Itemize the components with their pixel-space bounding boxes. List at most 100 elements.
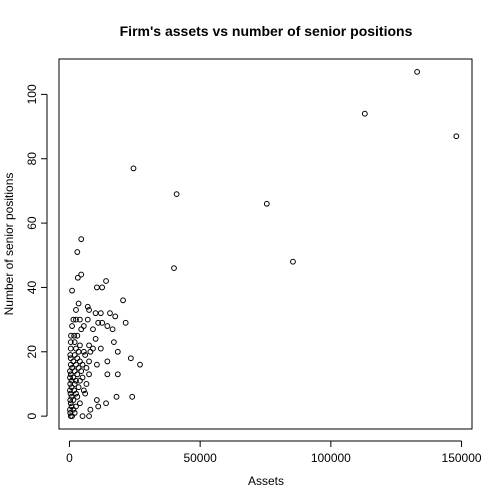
data-point <box>86 413 92 420</box>
data-point <box>80 387 87 394</box>
data-point <box>87 348 94 355</box>
data-point <box>97 345 104 352</box>
chart-title: Firm's assets vs number of senior positi… <box>120 23 413 39</box>
data-point <box>129 393 136 400</box>
data-point <box>77 400 83 407</box>
data-point <box>114 371 121 378</box>
data-point <box>109 326 116 333</box>
data-point <box>68 332 74 339</box>
data-point <box>77 377 83 384</box>
data-point <box>74 249 81 255</box>
data-point <box>453 133 460 140</box>
data-point <box>74 332 81 339</box>
data-point <box>130 165 137 172</box>
data-point <box>82 352 89 358</box>
data-point <box>75 384 82 391</box>
data-point <box>127 355 134 362</box>
data-point <box>99 319 106 326</box>
data-point <box>80 348 87 355</box>
data-point <box>92 310 99 317</box>
data-point <box>97 310 104 317</box>
data-point <box>70 358 77 365</box>
data-point <box>137 361 143 368</box>
data-point <box>86 342 92 349</box>
data-point <box>73 390 79 397</box>
data-point <box>112 313 119 320</box>
x-axis: 0 50000 100000 150000 <box>66 440 482 465</box>
data-point <box>69 287 75 294</box>
data-point <box>120 297 126 304</box>
y-tick-label: 20 <box>25 345 39 359</box>
data-point <box>99 284 106 291</box>
data-point <box>78 271 85 278</box>
data-point <box>78 368 85 374</box>
data-point <box>67 355 74 362</box>
y-axis: 0 20 40 60 80 100 <box>25 84 48 419</box>
data-point <box>84 303 91 310</box>
data-point <box>103 400 109 407</box>
data-point <box>69 323 75 329</box>
y-axis-label: Number of senior positions <box>2 173 16 316</box>
data-point <box>84 316 91 323</box>
y-tick-label: 40 <box>25 280 39 294</box>
data-point <box>70 406 77 413</box>
x-tick-label: 50000 <box>183 451 217 465</box>
data-points <box>67 68 460 420</box>
data-point <box>67 345 74 352</box>
data-point <box>104 358 111 365</box>
x-tick-label: 0 <box>66 451 73 465</box>
data-point <box>86 307 92 313</box>
data-point <box>67 371 74 378</box>
data-point <box>87 406 94 413</box>
data-point <box>107 310 113 317</box>
data-point <box>86 371 92 378</box>
data-point <box>75 300 82 307</box>
plot-frame <box>58 58 473 430</box>
data-point <box>74 371 81 378</box>
x-tick-label: 100000 <box>311 451 351 465</box>
data-point <box>83 364 90 371</box>
data-point <box>78 236 85 243</box>
data-point <box>114 348 121 355</box>
data-point <box>79 361 86 368</box>
data-point <box>104 371 111 378</box>
data-point <box>95 403 102 410</box>
data-point <box>73 345 79 352</box>
data-point <box>414 68 421 75</box>
data-point <box>78 326 85 333</box>
data-point <box>361 110 368 117</box>
data-point <box>90 345 96 352</box>
data-point <box>173 191 180 198</box>
data-point <box>90 326 96 333</box>
data-point <box>92 336 99 342</box>
data-point <box>103 278 109 284</box>
data-point <box>113 393 120 400</box>
data-point <box>71 381 78 387</box>
data-point <box>83 381 90 387</box>
data-point <box>79 374 86 381</box>
data-point <box>67 390 74 397</box>
data-point <box>67 339 74 346</box>
data-point <box>73 307 79 313</box>
data-point <box>67 397 74 403</box>
x-tick-label: 150000 <box>442 451 482 465</box>
data-point <box>71 339 78 346</box>
data-point <box>94 284 100 291</box>
data-point <box>104 323 111 329</box>
y-tick-label: 100 <box>25 84 39 104</box>
data-point <box>263 200 270 207</box>
data-point <box>67 374 73 381</box>
data-point <box>67 406 73 413</box>
x-axis-label: Assets <box>248 474 284 488</box>
data-point <box>77 316 83 323</box>
data-point <box>122 319 129 326</box>
data-point <box>94 361 100 368</box>
data-point <box>110 339 117 346</box>
y-tick-label: 60 <box>25 216 39 230</box>
data-point <box>69 413 75 420</box>
data-point <box>77 342 83 349</box>
data-point <box>74 274 81 281</box>
data-point <box>79 413 86 420</box>
data-point <box>74 393 81 400</box>
